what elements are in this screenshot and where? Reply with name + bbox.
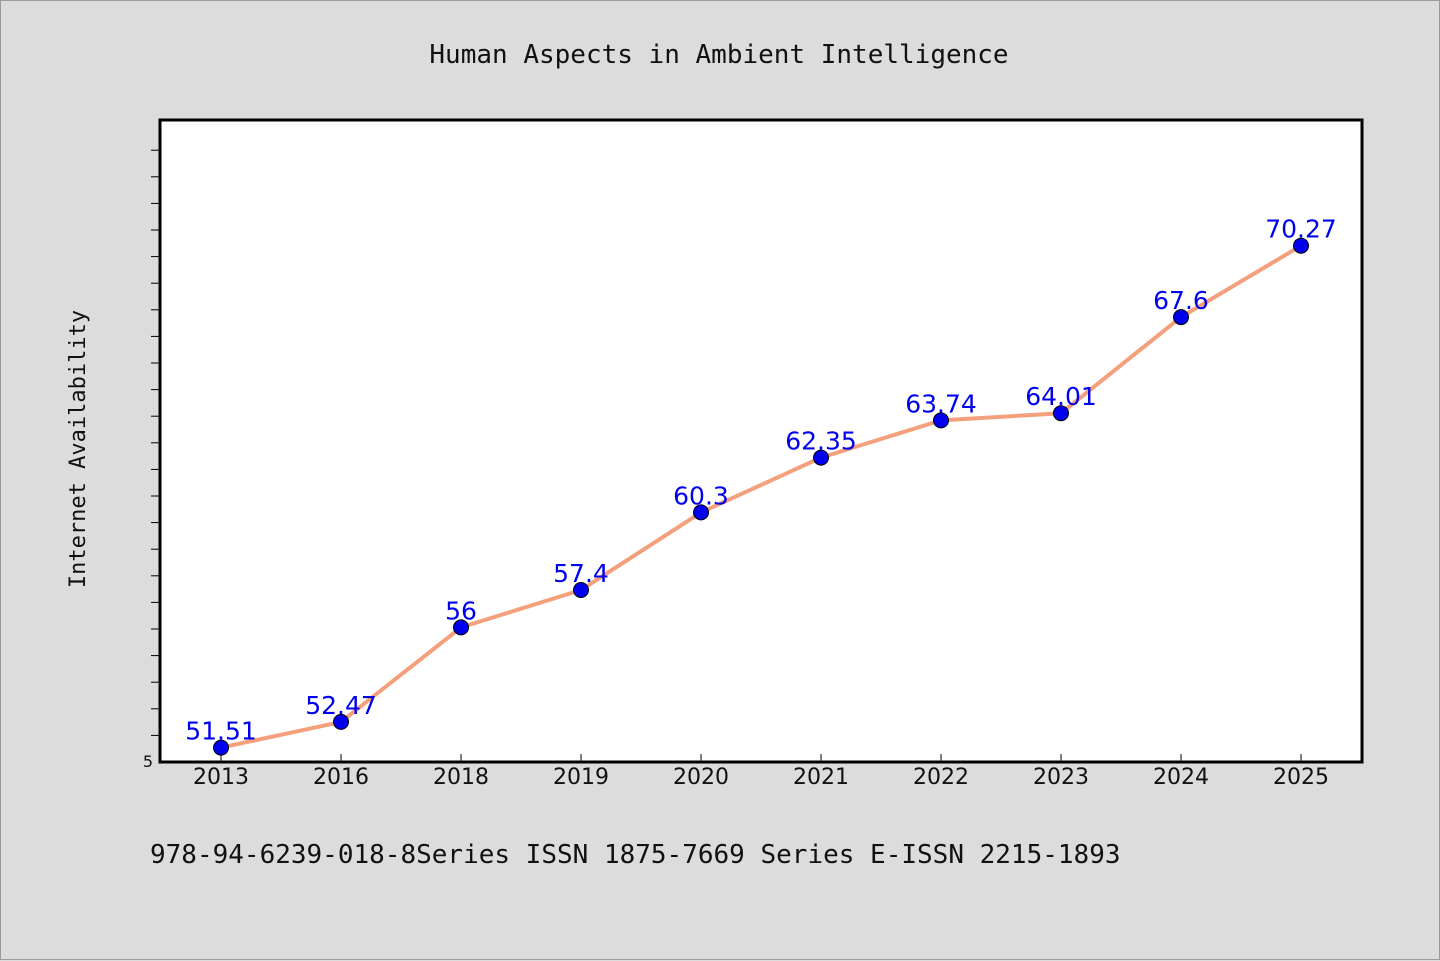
- data-point: [573, 582, 589, 598]
- series-line-group: 51.51 52.47 56 57.4 60.3 62.35 63.74 64.01 67.6 7…: [185, 215, 1337, 756]
- x-tick-label: 2016: [313, 765, 369, 790]
- x-tick-label: 2022: [913, 765, 969, 790]
- y-axis-ticks: [151, 149, 160, 736]
- footer-isbn-text: 978-94-6239-018-8Series ISSN 1875-7669 S…: [150, 840, 1121, 870]
- data-point: [1293, 237, 1309, 254]
- data-label: 56: [445, 596, 477, 625]
- data-point: [933, 412, 949, 429]
- y-axis-label: Internet Availability: [66, 310, 91, 588]
- data-label: 51.51: [185, 717, 257, 746]
- data-label: 63.74: [905, 389, 977, 418]
- data-point: [693, 504, 709, 521]
- data-label: 64.01: [1025, 382, 1097, 411]
- x-tick-label: 2020: [673, 765, 729, 790]
- x-tick-label: 2023: [1033, 765, 1089, 790]
- chart-title: Human Aspects in Ambient Intelligence: [429, 40, 1008, 70]
- data-point: [453, 619, 469, 636]
- data-point: [813, 449, 829, 466]
- data-label: 52.47: [305, 691, 377, 720]
- data-label: 67.6: [1153, 286, 1209, 315]
- data-point: [1053, 405, 1069, 422]
- data-point: [1173, 309, 1189, 326]
- x-tick-label: 2021: [793, 765, 849, 790]
- data-label: 60.3: [673, 481, 729, 510]
- x-tick-label: 2019: [553, 765, 609, 790]
- x-axis-ticks: 2013 2016 2018 2019 2020 2021 2022 2023 2024 2025: [193, 754, 1329, 790]
- y-tick-label: 5: [143, 752, 153, 771]
- x-tick-label: 2025: [1273, 765, 1329, 790]
- x-tick-label: 2013: [193, 765, 249, 790]
- data-point: [213, 739, 229, 756]
- x-tick-label: 2024: [1153, 765, 1209, 790]
- series-line: [220, 243, 1303, 750]
- data-point: [333, 713, 349, 730]
- x-tick-label: 2018: [433, 765, 489, 790]
- plot-area: [158, 118, 1364, 764]
- data-label: 57.4: [553, 559, 609, 588]
- data-label: 62.35: [785, 427, 857, 456]
- data-label: 70.27: [1265, 215, 1337, 244]
